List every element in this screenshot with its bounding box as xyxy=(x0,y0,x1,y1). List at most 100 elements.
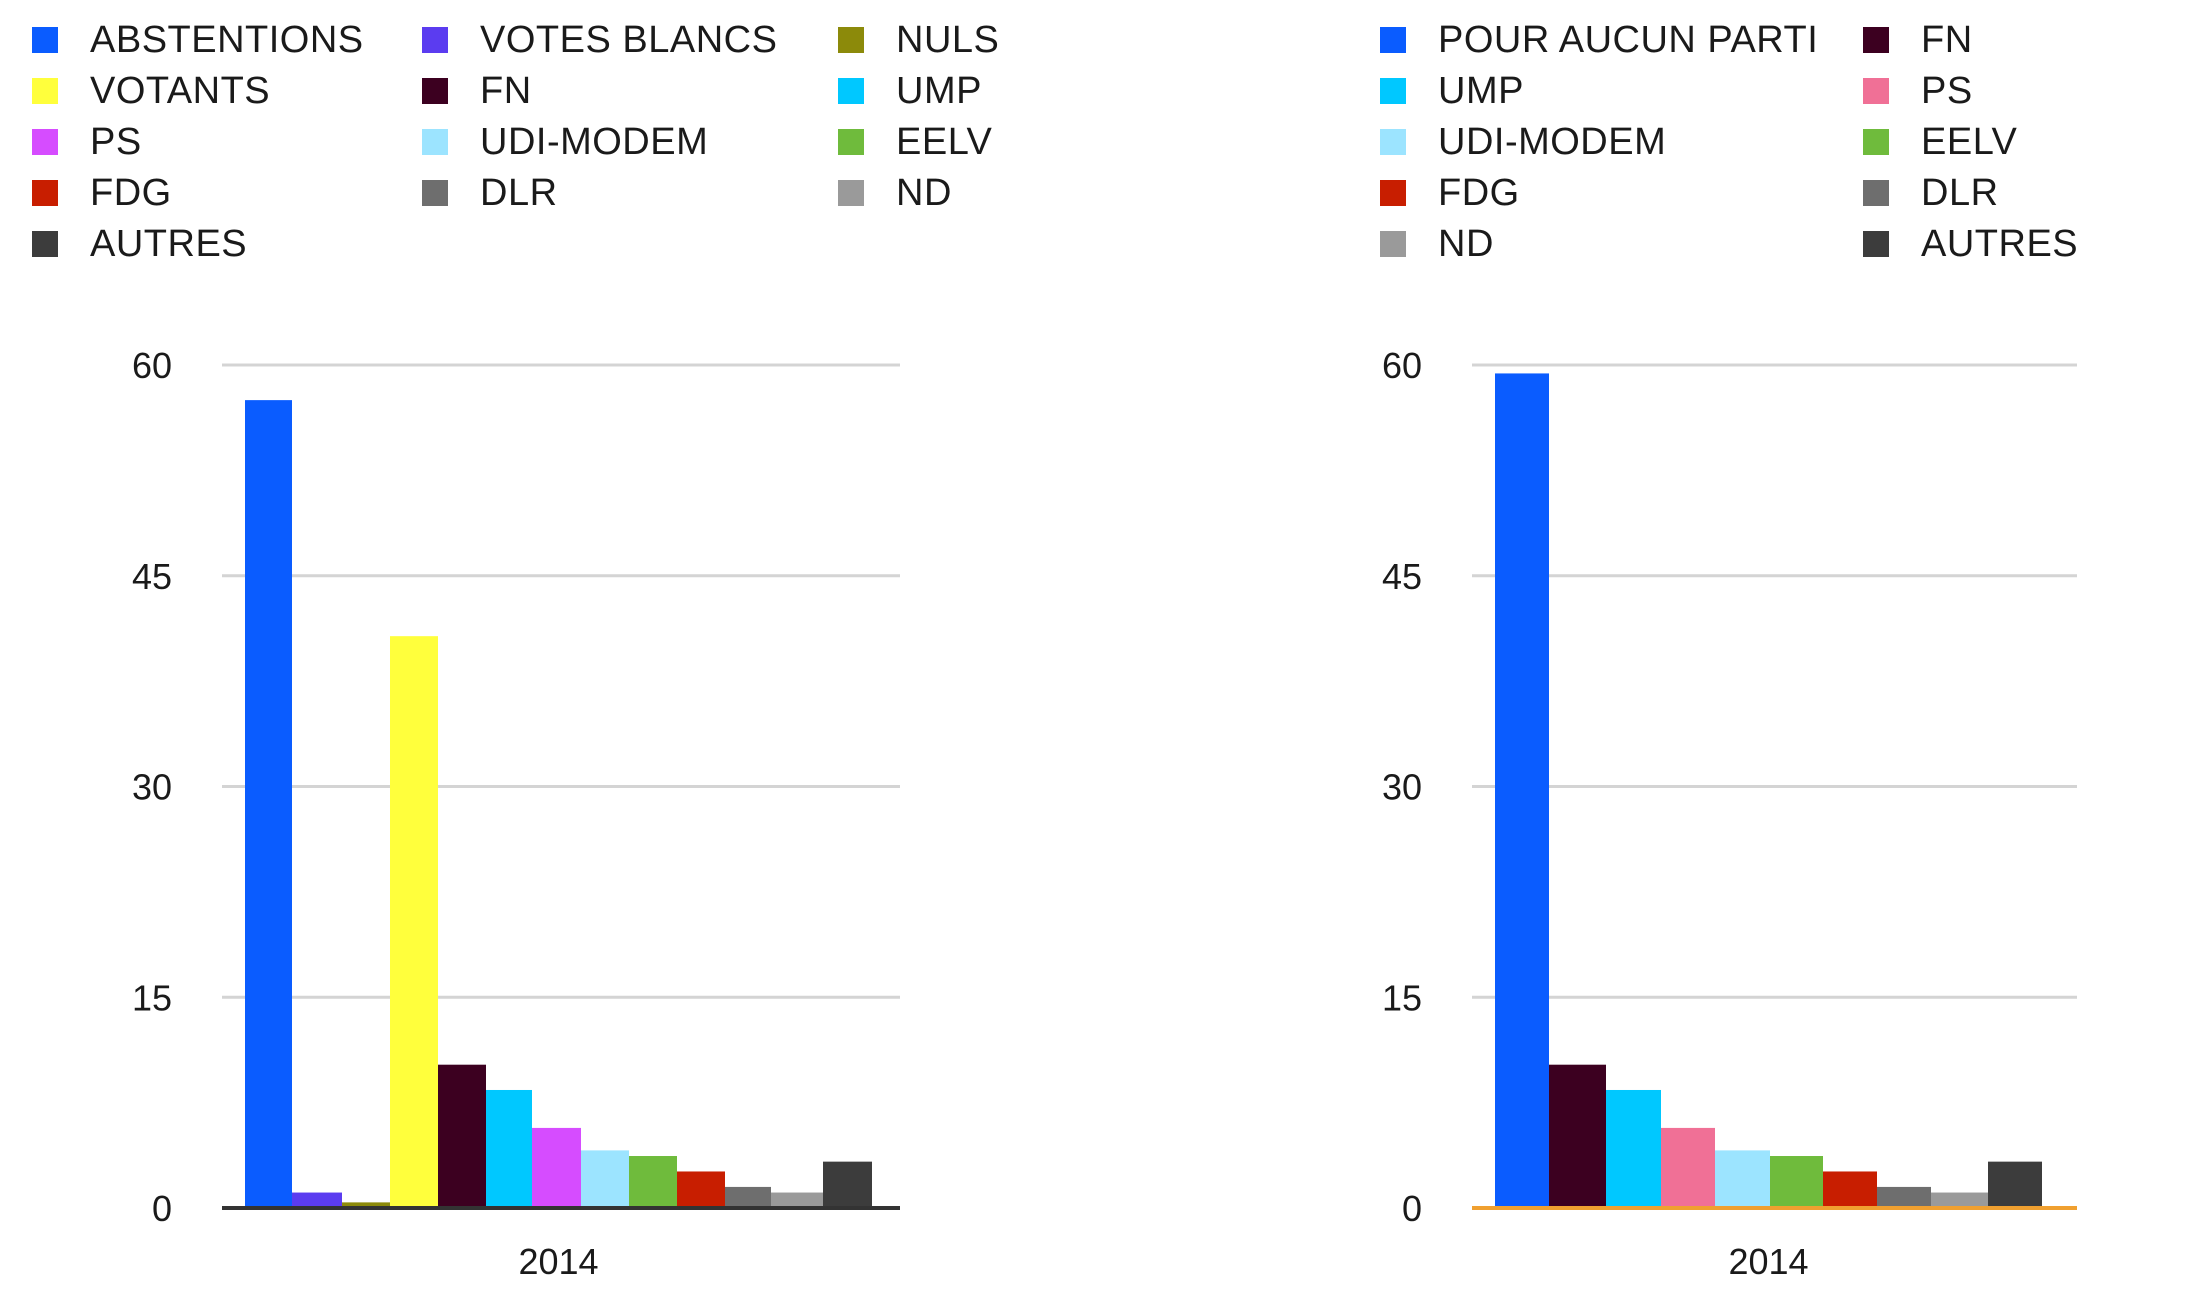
legend-swatch xyxy=(32,231,58,257)
legend-swatch xyxy=(838,180,864,206)
legend-label: EELV xyxy=(1921,120,2018,163)
bar-eelv xyxy=(629,1156,677,1208)
bar-ps xyxy=(532,1127,581,1208)
bar-autres xyxy=(1988,1161,2042,1208)
legend-item-nd: ND xyxy=(1380,222,1494,266)
legend-item-votes-blancs: VOTES BLANCS xyxy=(422,18,777,62)
legend-swatch xyxy=(32,129,58,155)
legend-swatch xyxy=(1863,180,1889,206)
legend-swatch xyxy=(838,129,864,155)
bar-fdg xyxy=(1823,1171,1877,1208)
legend-label: UMP xyxy=(896,69,982,112)
legend-item-fn: FN xyxy=(1863,18,1973,62)
legend-label: FN xyxy=(1921,18,1973,61)
legend-swatch xyxy=(1863,129,1889,155)
bar-dlr xyxy=(725,1186,771,1208)
y-tick-label: 45 xyxy=(1382,556,1422,597)
y-tick-label: 0 xyxy=(152,1188,172,1229)
legend-label: AUTRES xyxy=(1921,222,2079,265)
legend-swatch xyxy=(422,27,448,53)
legend-swatch xyxy=(422,180,448,206)
legend-swatch xyxy=(1380,129,1406,155)
legend-item-nuls: NULS xyxy=(838,18,999,62)
legend-item-pour-aucun-parti: POUR AUCUN PARTI xyxy=(1380,18,1818,62)
y-tick-label: 60 xyxy=(1382,345,1422,386)
legend-swatch xyxy=(1380,78,1406,104)
bar-udi-modem xyxy=(581,1150,629,1208)
bar-autres xyxy=(823,1161,872,1208)
y-tick-label: 30 xyxy=(1382,767,1422,808)
bar-nuls xyxy=(342,1202,390,1208)
legend-label: ND xyxy=(896,171,952,214)
legend-label: AUTRES xyxy=(90,222,248,265)
legend-item-fdg: FDG xyxy=(1380,171,1520,215)
legend-item-dlr: DLR xyxy=(1863,171,1999,215)
legend-swatch xyxy=(1380,27,1406,53)
bar-udi-modem xyxy=(1715,1150,1770,1208)
legend-label: EELV xyxy=(896,120,993,163)
bar-votes-blancs xyxy=(292,1192,342,1208)
legend-label: UDI-MODEM xyxy=(1438,120,1667,163)
legend-label: FDG xyxy=(90,171,172,214)
bar-chart-left: 0 15 30 45 60 2014 xyxy=(132,345,900,1282)
legend-item-eelv: EELV xyxy=(838,120,992,164)
bar-eelv xyxy=(1770,1156,1823,1208)
bar-chart-right: 0 15 30 45 60 2014 xyxy=(1382,345,2077,1282)
legend-label: ND xyxy=(1438,222,1494,265)
legend-swatch xyxy=(1863,27,1889,53)
legend-item-udi-modem: UDI-MODEM xyxy=(1380,120,1666,164)
legend-label: ABSTENTIONS xyxy=(90,18,364,61)
x-category-label: 2014 xyxy=(518,1241,598,1282)
legend-swatch xyxy=(1863,231,1889,257)
legend-swatch xyxy=(1380,231,1406,257)
legend-item-ps: PS xyxy=(32,120,142,164)
x-category-label: 2014 xyxy=(1728,1241,1808,1282)
legend-item-ump: UMP xyxy=(1380,69,1524,113)
legend-item-autres: AUTRES xyxy=(32,222,247,266)
legend-item-udi-modem: UDI-MODEM xyxy=(422,120,708,164)
y-tick-label: 0 xyxy=(1402,1188,1422,1229)
legend-label: NULS xyxy=(896,18,1000,61)
bar-nd xyxy=(1931,1192,1988,1208)
legend-label: UDI-MODEM xyxy=(480,120,709,163)
y-tick-label: 30 xyxy=(132,767,172,808)
legend-swatch xyxy=(32,180,58,206)
legend-item-dlr: DLR xyxy=(422,171,558,215)
legend-item-nd: ND xyxy=(838,171,952,215)
y-tick-label: 15 xyxy=(1382,977,1422,1018)
legend-label: POUR AUCUN PARTI xyxy=(1438,18,1819,61)
legend-label: VOTES BLANCS xyxy=(480,18,778,61)
y-tick-label: 15 xyxy=(132,977,172,1018)
y-tick-label: 45 xyxy=(132,556,172,597)
legend-item-ps: PS xyxy=(1863,69,1973,113)
bar-ump xyxy=(486,1089,532,1208)
chart-panel-left: ABSTENTIONS VOTES BLANCS NULS VOTANTS FN UMP P… xyxy=(32,18,999,1282)
legend-item-fn: FN xyxy=(422,69,532,113)
bar-fn xyxy=(438,1064,486,1208)
legend-label: FDG xyxy=(1438,171,1520,214)
legend-item-votants: VOTANTS xyxy=(32,69,270,113)
legend-label: PS xyxy=(90,120,142,163)
legend-item-eelv: EELV xyxy=(1863,120,2017,164)
chart-panel-right: POUR AUCUN PARTI FN UMP PS UDI-MODEM EELV FDG D… xyxy=(1360,0,2200,1290)
bar-nd xyxy=(771,1192,823,1208)
bar-dlr xyxy=(1877,1186,1931,1208)
legend-swatch xyxy=(32,78,58,104)
bar-votants xyxy=(390,636,438,1208)
legend-label: DLR xyxy=(480,171,558,214)
legend-label: FN xyxy=(480,69,532,112)
legend-swatch xyxy=(1380,180,1406,206)
legend-item-ump: UMP xyxy=(838,69,982,113)
legend-label: VOTANTS xyxy=(90,69,271,112)
bar-fn xyxy=(1549,1064,1606,1208)
legend-item-autres: AUTRES xyxy=(1863,222,2078,266)
legend-label: UMP xyxy=(1438,69,1524,112)
legend-label: PS xyxy=(1921,69,1973,112)
bar-ump xyxy=(1606,1089,1661,1208)
legend-swatch xyxy=(422,78,448,104)
legend-item-fdg: FDG xyxy=(32,171,172,215)
bar-pour-aucun-parti xyxy=(1495,373,1549,1208)
legend-swatch xyxy=(32,27,58,53)
legend-swatch xyxy=(838,78,864,104)
legend-label: DLR xyxy=(1921,171,1999,214)
